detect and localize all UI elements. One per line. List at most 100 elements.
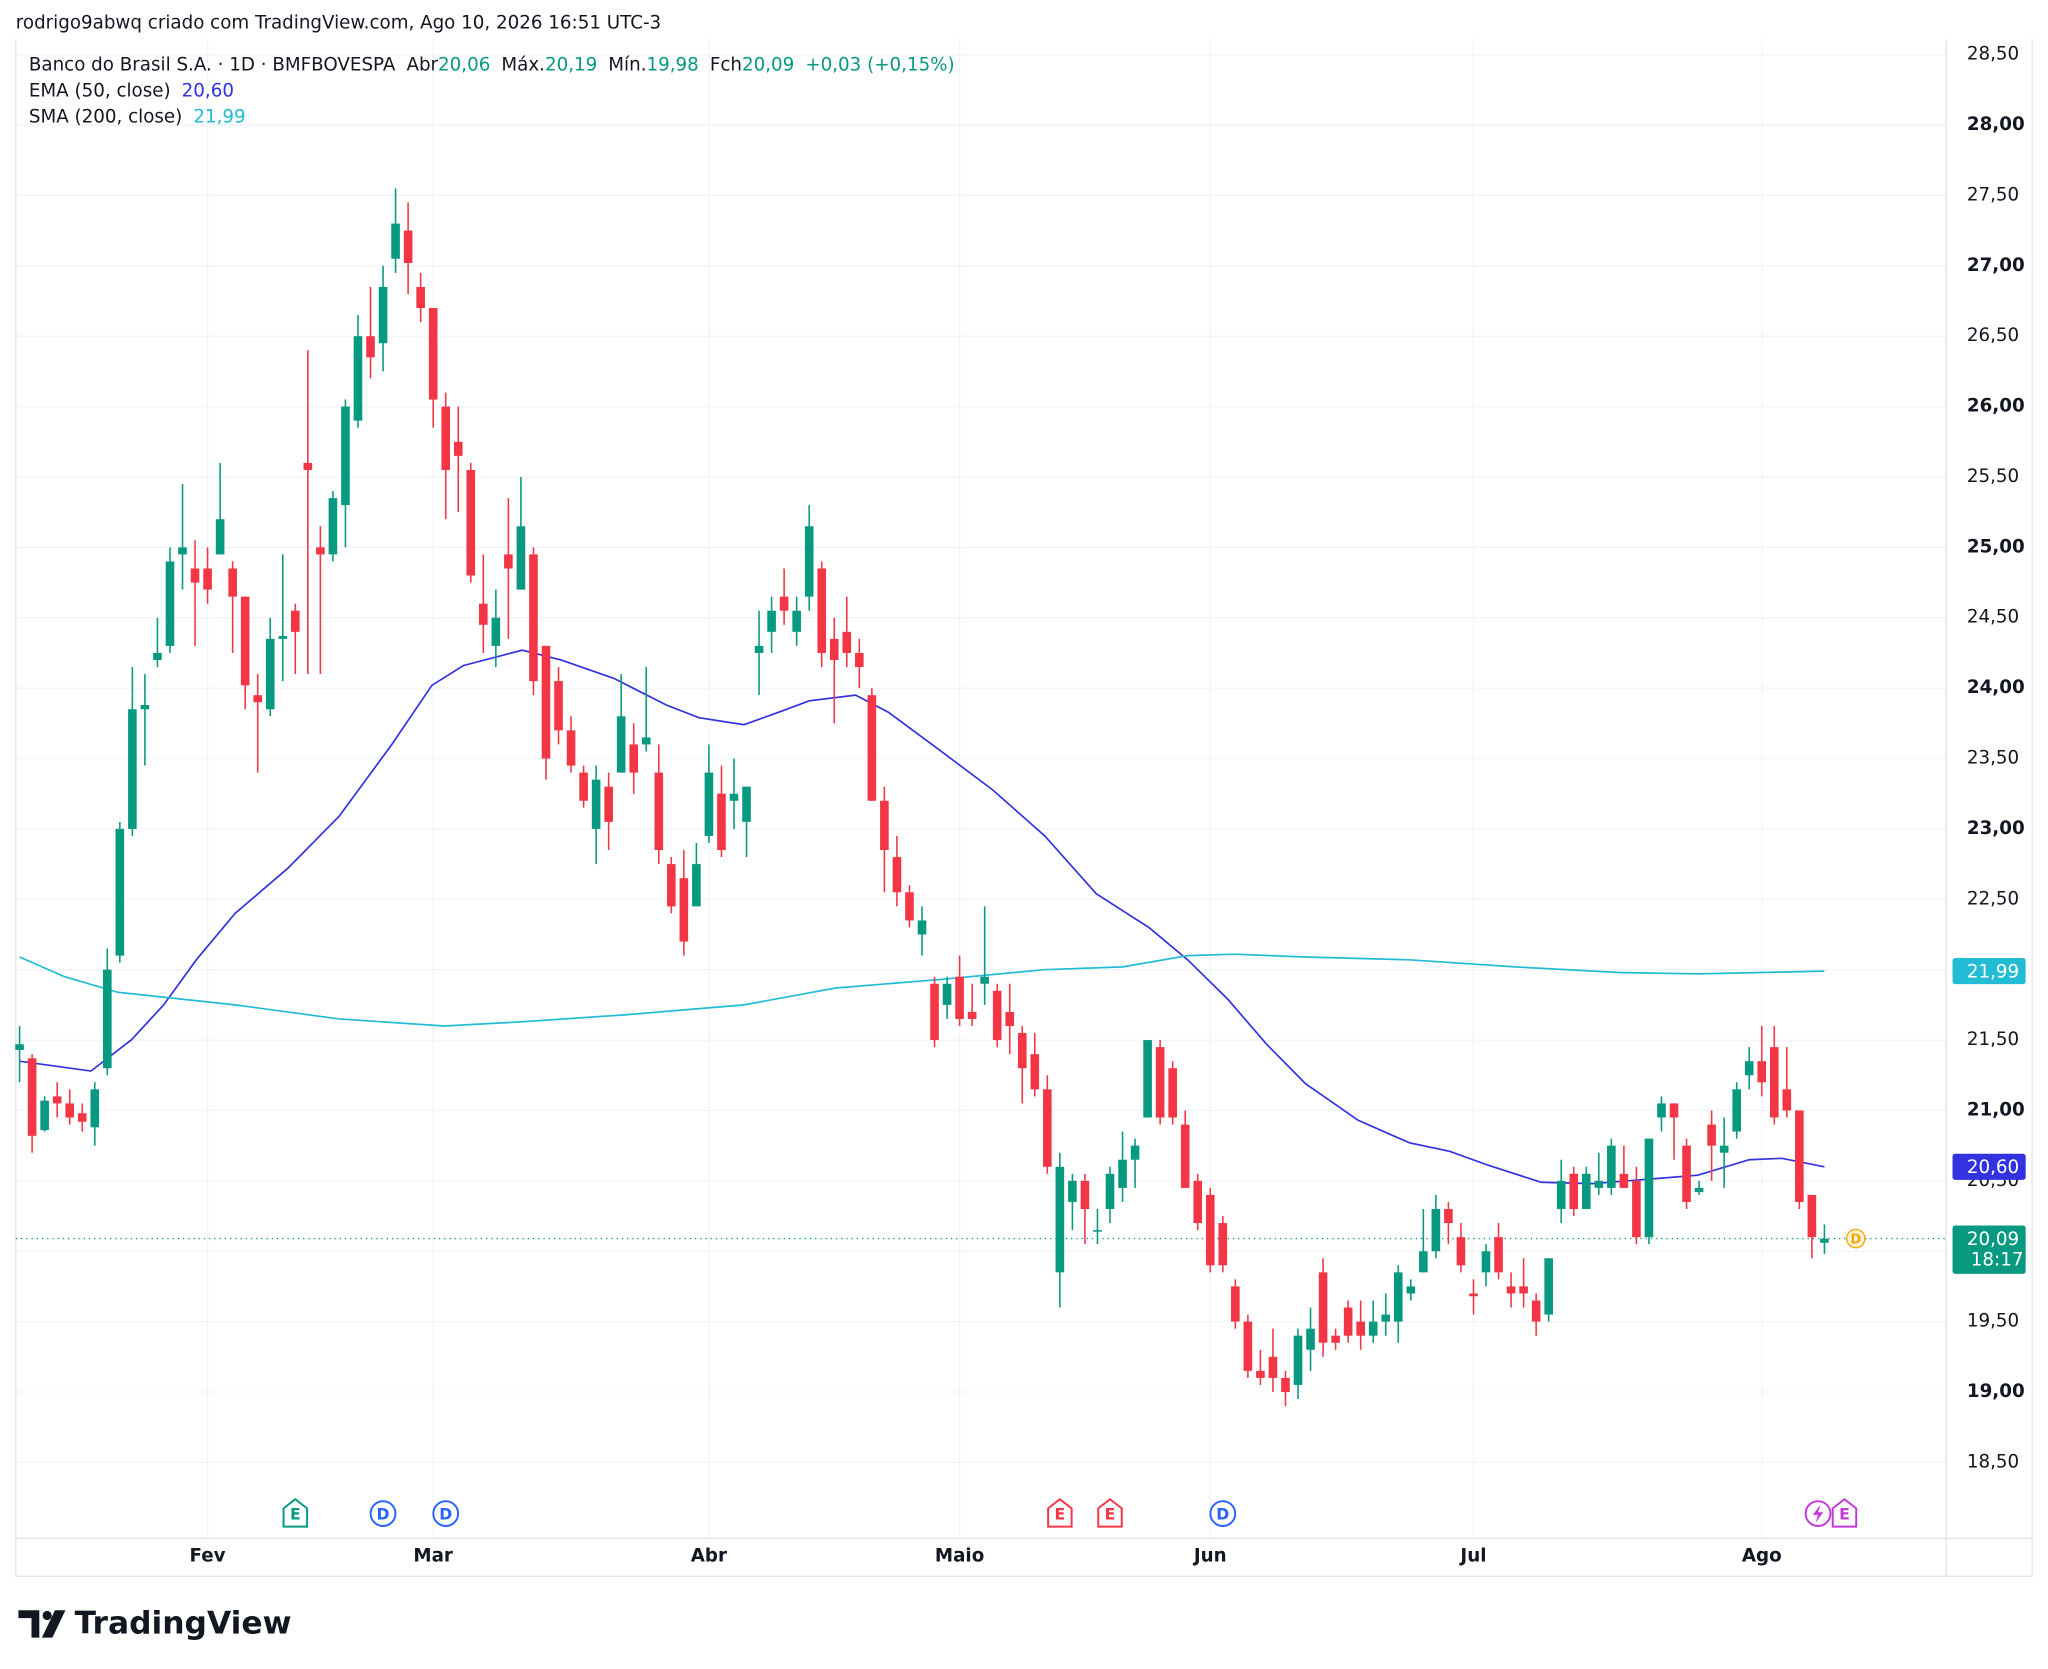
candle-body bbox=[1205, 1194, 1215, 1266]
candle-body bbox=[867, 695, 877, 801]
candle-body bbox=[1118, 1159, 1127, 1188]
candle-body bbox=[1682, 1145, 1691, 1202]
ohlc-value: 20,19 bbox=[545, 54, 597, 75]
candle-body bbox=[1343, 1307, 1353, 1336]
x-tick-label: Ago bbox=[1742, 1546, 1782, 1567]
y-tick-label: 21,00 bbox=[1967, 1099, 2025, 1120]
y-tick-label: 27,00 bbox=[1967, 255, 2025, 276]
candle-body bbox=[1444, 1208, 1453, 1224]
candle-body bbox=[1619, 1173, 1629, 1188]
candle-body bbox=[1506, 1286, 1516, 1294]
candle-body bbox=[692, 864, 701, 907]
frame bbox=[15, 39, 2033, 1577]
candle-body bbox=[717, 793, 726, 851]
candle-body bbox=[942, 983, 952, 1005]
indicator-name: EMA (50, close) bbox=[29, 80, 171, 101]
candle-body bbox=[804, 526, 814, 597]
candle-body bbox=[265, 638, 275, 710]
candle-body bbox=[128, 709, 137, 829]
candle-body bbox=[554, 681, 563, 731]
candle-body bbox=[566, 730, 576, 766]
candle-body bbox=[479, 603, 488, 625]
candle-body bbox=[1669, 1103, 1679, 1118]
candle-body bbox=[27, 1058, 37, 1136]
candle-body bbox=[1268, 1356, 1278, 1378]
candle-body bbox=[190, 568, 200, 583]
candle-body bbox=[1694, 1187, 1704, 1193]
x-tick-label: Jul bbox=[1458, 1546, 1486, 1567]
candle-body bbox=[767, 610, 776, 632]
candle-body bbox=[754, 645, 764, 653]
candle-body bbox=[316, 547, 325, 555]
candle-body bbox=[742, 786, 751, 822]
candle-body bbox=[1419, 1251, 1428, 1273]
candle-body bbox=[955, 976, 964, 1019]
candle-body bbox=[1180, 1124, 1190, 1188]
candle-body bbox=[579, 772, 588, 801]
ohlc-label: Mín. bbox=[608, 54, 646, 75]
candle-body bbox=[1043, 1089, 1052, 1167]
ohlc-label: Abr bbox=[406, 54, 438, 75]
y-tick-label: 25,00 bbox=[1967, 536, 2025, 557]
indicator-name: SMA (200, close) bbox=[29, 107, 182, 128]
ohlc-label: Máx. bbox=[501, 54, 545, 75]
y-tick-label: 23,00 bbox=[1967, 818, 2025, 839]
candle-body bbox=[1406, 1286, 1416, 1294]
candle-body bbox=[428, 308, 438, 400]
candle-body bbox=[842, 631, 852, 653]
candle-body bbox=[667, 864, 676, 907]
event-icon bbox=[432, 1500, 460, 1527]
candle-body bbox=[541, 645, 551, 759]
y-tick-label: 28,00 bbox=[1967, 114, 2025, 135]
price-marker bbox=[1845, 1228, 1866, 1249]
candle-body bbox=[604, 786, 613, 822]
candle-body bbox=[90, 1089, 100, 1128]
logo: TradingView bbox=[18, 1606, 292, 1642]
candle-body bbox=[1381, 1314, 1391, 1322]
candle-body bbox=[792, 610, 801, 632]
candle-body bbox=[1531, 1300, 1541, 1322]
candle-body bbox=[77, 1113, 87, 1122]
symbol: Banco do Brasil S.A. · 1D · BMFBOVESPA bbox=[29, 54, 396, 75]
candle-body bbox=[629, 744, 639, 773]
event-label: E bbox=[1105, 1504, 1116, 1523]
price-box bbox=[1952, 1153, 2026, 1180]
candle-body bbox=[1795, 1110, 1804, 1202]
candle-body bbox=[880, 800, 889, 851]
y-tick-label: 25,50 bbox=[1967, 466, 2019, 487]
candle-body bbox=[165, 561, 175, 646]
candle-body bbox=[178, 547, 187, 555]
candle-body bbox=[466, 469, 476, 576]
candle-body bbox=[1732, 1089, 1741, 1132]
x-tick-label: Mar bbox=[413, 1546, 453, 1567]
candle-body bbox=[980, 976, 989, 984]
candle-body bbox=[1243, 1321, 1253, 1371]
plot bbox=[15, 188, 1946, 1407]
candle-body bbox=[1556, 1180, 1566, 1209]
event-label: D bbox=[1216, 1504, 1229, 1523]
candle-body bbox=[1331, 1335, 1340, 1343]
ohlc-value: 20,09 bbox=[742, 54, 794, 75]
change: +0,03 (+0,15%) bbox=[805, 54, 954, 75]
candle-body bbox=[115, 828, 125, 956]
candle-body bbox=[905, 892, 914, 921]
candle-body bbox=[441, 406, 451, 470]
candle-body bbox=[328, 498, 338, 555]
candle-body bbox=[403, 230, 413, 264]
candle-body bbox=[679, 878, 689, 942]
y-tick-label: 26,50 bbox=[1967, 325, 2019, 346]
candle-body bbox=[616, 716, 626, 773]
candle-body bbox=[453, 441, 463, 456]
candle-body bbox=[591, 779, 601, 829]
candle-body bbox=[1707, 1124, 1716, 1146]
candle-body bbox=[1782, 1089, 1792, 1111]
candle-body bbox=[1281, 1377, 1290, 1393]
candle-body bbox=[1719, 1145, 1729, 1153]
candle-body bbox=[516, 526, 526, 590]
candle-body bbox=[1017, 1033, 1027, 1069]
legend-sma: SMA (200, close) 21,99 bbox=[29, 107, 246, 128]
candle-body bbox=[1231, 1286, 1240, 1322]
candle-body bbox=[416, 286, 425, 309]
candle-body bbox=[1632, 1180, 1641, 1238]
price-box-label: 20,09 bbox=[1967, 1229, 2019, 1250]
